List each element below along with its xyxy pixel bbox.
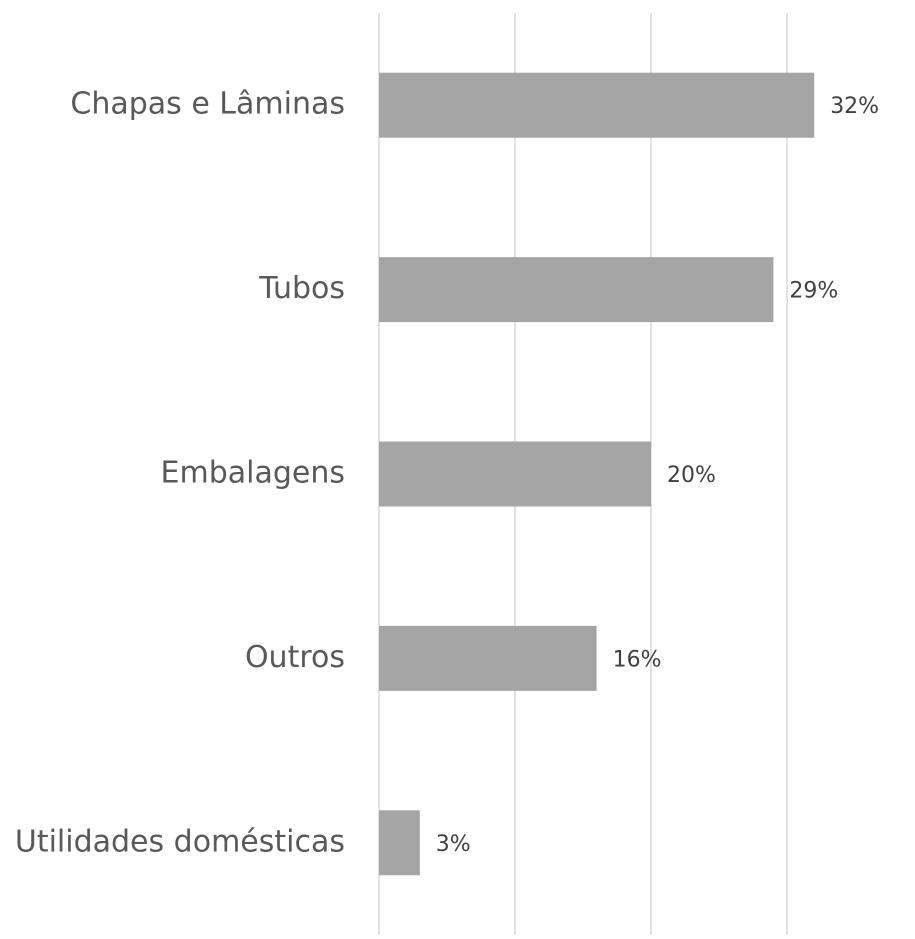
category-label: Chapas e Lâminas xyxy=(70,87,345,122)
category-label: Tubos xyxy=(258,271,345,306)
bar xyxy=(379,625,597,691)
bar xyxy=(379,72,815,138)
category-label: Utilidades domésticas xyxy=(15,824,345,859)
data-label: 32% xyxy=(830,94,879,119)
bar xyxy=(379,810,420,876)
data-label: 20% xyxy=(667,463,716,488)
bar xyxy=(379,257,774,323)
data-label: 16% xyxy=(613,647,662,672)
bar xyxy=(379,441,651,507)
data-label: 29% xyxy=(789,279,838,304)
category-label: Embalagens xyxy=(161,456,345,491)
category-label: Outros xyxy=(245,640,345,675)
data-label: 3% xyxy=(436,832,471,857)
